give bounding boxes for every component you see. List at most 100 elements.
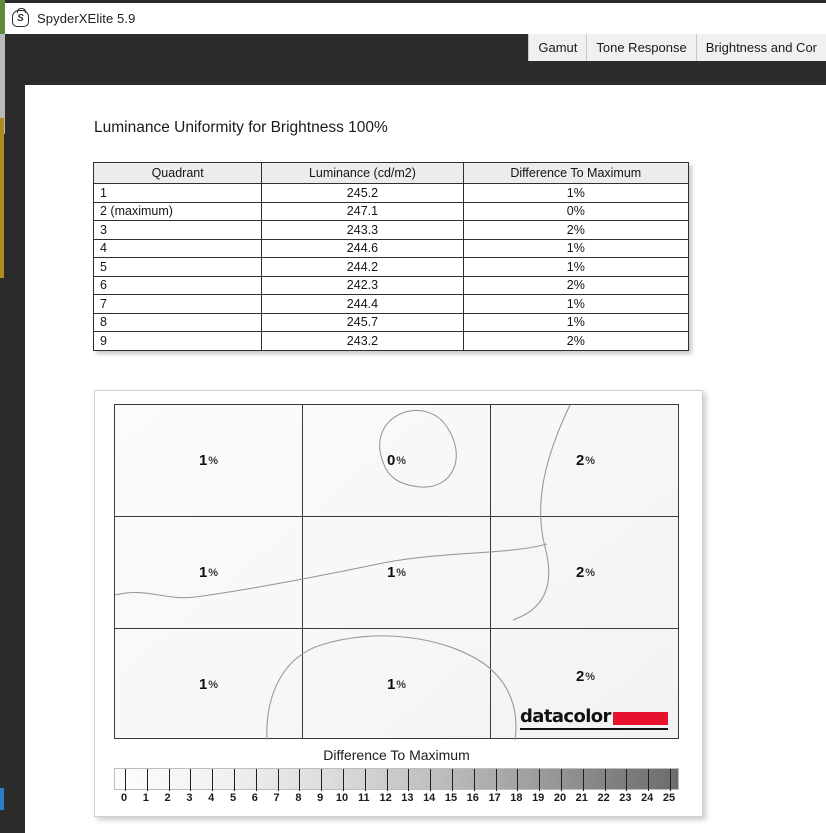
map-cell-8: 1% (303, 629, 490, 740)
legend-tick-label: 9 (317, 792, 324, 804)
cell-difference: 1% (462, 294, 690, 314)
window-edge-accent-olive (0, 118, 4, 278)
legend-tick-label: 25 (662, 792, 676, 804)
legend-tick (146, 769, 148, 791)
datacolor-logo: datacolor (520, 705, 668, 730)
cell-luminance: 242.3 (261, 275, 464, 295)
legend-tick (408, 769, 410, 791)
legend-tick-label: 8 (295, 792, 302, 804)
map-cell-value: 1 (386, 676, 396, 693)
legend-tick (561, 769, 562, 791)
legend-tick (452, 769, 453, 791)
legend-gradient-bar (114, 768, 679, 791)
table-row: 4 244.6 1% (92, 238, 690, 258)
map-cell-unit: % (585, 670, 596, 683)
report-document: Luminance Uniformity for Brightness 100%… (25, 85, 826, 833)
map-cell-value: 2 (575, 668, 585, 685)
map-cell-unit: % (585, 566, 596, 579)
legend-tick-label: 24 (641, 792, 654, 804)
cell-quadrant: 4 (92, 238, 263, 258)
cell-difference: 2% (462, 220, 690, 240)
map-cell-value: 2 (575, 564, 585, 581)
legend-tick-label: 5 (229, 792, 237, 804)
cell-quadrant: 8 (92, 312, 263, 332)
legend-tick (190, 769, 192, 791)
datacolor-red-bar (612, 711, 668, 725)
legend-tick-label: 17 (488, 792, 501, 804)
legend-tick (168, 769, 170, 791)
legend-tick-label: 6 (251, 792, 258, 804)
legend-tick-label: 3 (186, 792, 193, 804)
legend-tick (473, 769, 475, 791)
cell-luminance: 243.2 (261, 331, 464, 351)
table-header-row: Quadrant Luminance (cd/m2) Difference To… (92, 162, 690, 184)
legend-tick (125, 769, 126, 791)
legend-tick-label: 4 (208, 792, 215, 804)
tab-brightness-and-contrast[interactable]: Brightness and Cor (696, 34, 826, 61)
window-edge-accent-gray (0, 34, 5, 134)
legend-tick (212, 769, 214, 791)
cell-luminance: 244.4 (261, 294, 464, 314)
cell-difference: 1% (462, 312, 690, 332)
cell-difference: 0% (462, 201, 690, 221)
map-cell-value: 1 (198, 564, 208, 581)
legend-tick (604, 769, 606, 791)
legend-tick (517, 769, 519, 791)
map-cell-2: 0% (303, 405, 490, 516)
legend-tick (495, 769, 497, 791)
window-edge-accent-green (0, 0, 5, 34)
legend-tick-label: 15 (444, 792, 458, 804)
map-cell-value: 0 (386, 452, 396, 469)
map-cell-unit: % (396, 454, 407, 467)
legend-tick (343, 769, 344, 791)
legend-tick (321, 769, 323, 791)
legend-tick-label: 1 (142, 792, 149, 804)
column-header-quadrant: Quadrant (92, 162, 263, 184)
cell-quadrant: 3 (92, 220, 263, 240)
cell-luminance: 245.7 (261, 312, 464, 332)
map-cell-unit: % (396, 678, 407, 691)
cell-quadrant: 9 (92, 331, 263, 351)
legend-tick-label: 7 (273, 792, 280, 804)
map-cell-4: 1% (115, 517, 302, 628)
cell-luminance: 243.3 (261, 220, 464, 240)
legend-tick (430, 769, 432, 791)
cell-luminance: 247.1 (261, 201, 464, 221)
map-cell-unit: % (585, 454, 596, 467)
tab-gamut[interactable]: Gamut (528, 34, 588, 61)
table-row: 9 243.2 2% (92, 331, 690, 351)
window-edge-accent-blue (0, 788, 4, 810)
cell-quadrant: 1 (92, 183, 263, 203)
legend-tick-label: 19 (532, 792, 545, 804)
legend-tick-label: 11 (357, 792, 370, 804)
map-cell-unit: % (208, 678, 219, 691)
legend-tick (582, 769, 584, 791)
legend-tick-labels: 0 1 2 3 4 5 6 7 8 9 10 11 12 13 14 15 16 17 18 19 20 21 22 23 24… (114, 792, 679, 808)
map-cell-unit: % (208, 454, 219, 467)
uniformity-map-panel: 1% 0% 2% 1% 1% 2% 1% (94, 390, 703, 817)
map-cell-unit: % (396, 566, 407, 579)
column-header-luminance: Luminance (cd/m2) (261, 162, 464, 184)
legend-tick (234, 769, 235, 791)
legend-tick (299, 769, 301, 791)
legend-tick (648, 769, 650, 791)
legend-tick-label: 2 (164, 792, 171, 804)
legend-tick (364, 769, 366, 791)
map-cell-value: 1 (198, 676, 208, 693)
table-row: 1 245.2 1% (92, 183, 690, 203)
legend-tick (277, 769, 279, 791)
legend-tick-label: 23 (619, 792, 632, 804)
grid-hline-1 (115, 516, 678, 517)
legend-tick (386, 769, 388, 791)
uniformity-grid: 1% 0% 2% 1% 1% 2% 1% (114, 404, 680, 740)
luminance-table-container: Quadrant Luminance (cd/m2) Difference To… (92, 162, 690, 351)
tab-tone-response[interactable]: Tone Response (587, 34, 697, 61)
datacolor-wordmark: datacolor (520, 705, 611, 727)
map-cell-unit: % (208, 566, 219, 579)
map-cell-9: 2% (491, 629, 680, 724)
page-title: Luminance Uniformity for Brightness 100% (94, 119, 388, 136)
legend-tick-label: 14 (423, 792, 436, 804)
spyder-s-logo-icon: S (12, 8, 29, 27)
cell-quadrant: 6 (92, 275, 263, 295)
